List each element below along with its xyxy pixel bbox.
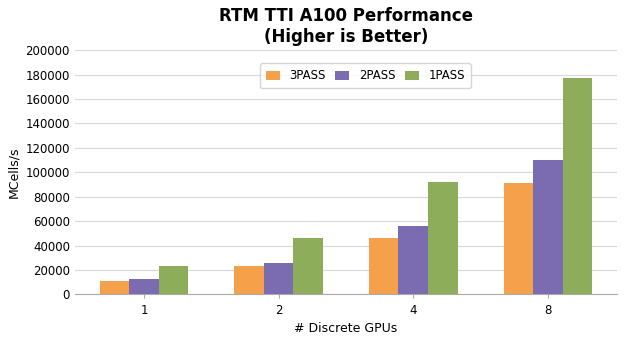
Bar <box>504 183 533 294</box>
Bar <box>293 238 323 294</box>
Bar <box>129 279 158 294</box>
Bar <box>563 78 592 294</box>
X-axis label: # Discrete GPUs: # Discrete GPUs <box>295 322 397 335</box>
Title: RTM TTI A100 Performance
(Higher is Better): RTM TTI A100 Performance (Higher is Bett… <box>219 7 473 46</box>
Legend: 3PASS, 2PASS, 1PASS: 3PASS, 2PASS, 1PASS <box>260 63 470 88</box>
Bar <box>99 281 129 294</box>
Bar <box>369 238 399 294</box>
Bar <box>264 263 293 294</box>
Bar <box>399 226 428 294</box>
Bar <box>428 182 458 294</box>
Bar <box>533 160 563 294</box>
Bar <box>234 266 264 294</box>
Bar <box>158 266 188 294</box>
Y-axis label: MCells/s: MCells/s <box>7 146 20 198</box>
